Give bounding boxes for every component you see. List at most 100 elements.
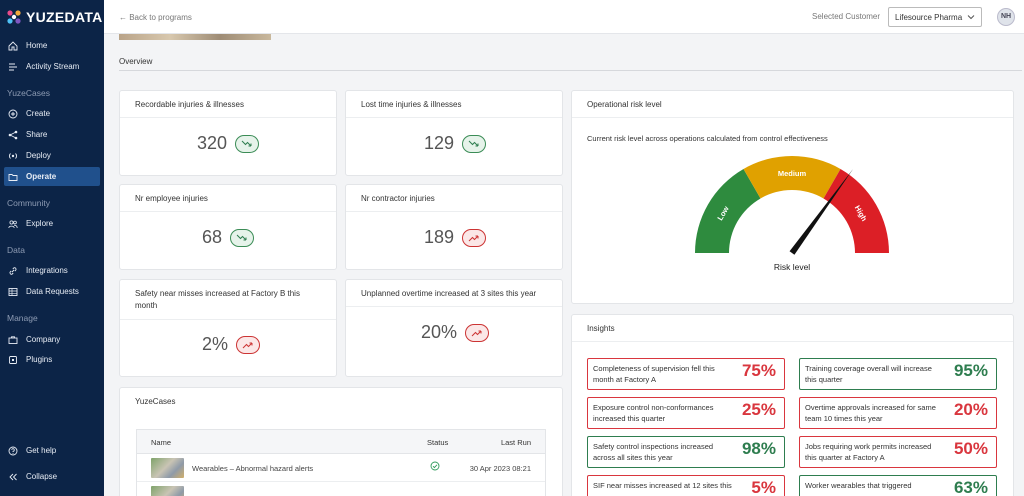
- nav-collapse[interactable]: Collapse: [4, 467, 100, 486]
- gauge-needle: [789, 168, 854, 255]
- nav-operate[interactable]: Operate: [4, 167, 100, 186]
- topbar: ← Back to programs Selected Customer Lif…: [104, 0, 1024, 34]
- metric-title: Lost time injuries & illnesses: [361, 100, 462, 109]
- gauge-caption: Risk level: [774, 262, 810, 272]
- insight-item[interactable]: Training coverage overall will increase …: [799, 358, 997, 390]
- broadcast-icon: [7, 150, 18, 161]
- risk-gauge: Low Medium High Risk level: [695, 156, 889, 272]
- metric-card-overtime: Unplanned overtime increased at 3 sites …: [345, 279, 563, 377]
- table-header: Name Status Last Run: [137, 430, 545, 454]
- risk-level-card: Operational risk level Current risk leve…: [571, 90, 1014, 304]
- yuzecases-table: Name Status Last Run Wearables – Abnorma…: [136, 429, 546, 496]
- main-content: Overview Recordable injuries & illnesses…: [104, 34, 1024, 496]
- insight-item[interactable]: Safety control inspections increased acr…: [587, 436, 785, 468]
- gauge-segment-low: [695, 168, 761, 253]
- metric-title: Nr employee injuries: [135, 194, 208, 203]
- nav-deploy[interactable]: Deploy: [4, 146, 100, 165]
- usecase-thumbnail: [151, 458, 184, 478]
- back-to-programs-link[interactable]: ← Back to programs: [119, 13, 192, 22]
- metric-title: Safety near misses increased at Factory …: [135, 289, 300, 310]
- gauge-segment-medium: [743, 156, 841, 199]
- trend-up-icon: [462, 228, 487, 247]
- nav-label: Create: [26, 109, 51, 118]
- yuzecases-card: YuzeCases Name Status Last Run Wearables…: [119, 387, 563, 496]
- nav-label: Integrations: [26, 266, 68, 275]
- selected-customer-label: Selected Customer: [812, 12, 881, 21]
- metric-title: Recordable injuries & illnesses: [135, 100, 244, 109]
- plugin-icon: [7, 354, 18, 365]
- metric-value: 129: [424, 133, 455, 153]
- metric-value: 320: [197, 133, 228, 153]
- nav-label: Collapse: [26, 472, 58, 481]
- logo-text: YUZEDATA: [26, 9, 103, 25]
- folder-icon: [7, 171, 18, 182]
- nav-company[interactable]: Company: [4, 330, 100, 349]
- avatar[interactable]: NH: [997, 8, 1015, 26]
- insight-item[interactable]: Jobs requiring work permits increased th…: [799, 436, 997, 468]
- metric-value: 68: [202, 227, 223, 247]
- sidebar: YUZEDATA Home Activity Stream YuzeCases …: [0, 0, 104, 496]
- risk-description: Current risk level across operations cal…: [587, 134, 828, 143]
- activity-icon: [7, 61, 18, 72]
- nav-section-manage: Manage: [7, 313, 38, 323]
- nav-explore[interactable]: Explore: [4, 214, 100, 233]
- nav-label: Get help: [26, 446, 57, 455]
- program-banner-image: [119, 34, 271, 40]
- plus-circle-icon: [7, 108, 18, 119]
- customer-select-value: Lifesource Pharma: [895, 13, 963, 22]
- metric-card-employee: Nr employee injuries 68: [119, 184, 337, 270]
- metric-value: 20%: [421, 322, 458, 342]
- nav-label: Plugins: [26, 355, 53, 364]
- insight-item[interactable]: Overtime approvals increased for same te…: [799, 397, 997, 429]
- nav-label: Home: [26, 41, 48, 50]
- logo[interactable]: YUZEDATA: [6, 8, 103, 26]
- column-header-last-run[interactable]: Last Run: [500, 438, 531, 447]
- nav-activity-stream[interactable]: Activity Stream: [4, 57, 100, 76]
- briefcase-icon: [7, 334, 18, 345]
- usecase-last-run: 30 Apr 2023 08:21: [469, 464, 531, 473]
- nav-label: Explore: [26, 219, 54, 228]
- customer-select[interactable]: Lifesource Pharma: [888, 7, 982, 27]
- nav-data-requests[interactable]: Data Requests: [4, 282, 100, 301]
- insight-item[interactable]: Exposure control non-conformances increa…: [587, 397, 785, 429]
- nav-plugins[interactable]: Plugins: [4, 350, 100, 369]
- usecase-thumbnail: [151, 486, 184, 496]
- metric-card-recordable: Recordable injuries & illnesses 320: [119, 90, 337, 176]
- trend-down-icon: [235, 134, 260, 153]
- insights-card: Insights Completeness of supervision fel…: [571, 314, 1014, 496]
- insight-item[interactable]: Worker wearables that triggered 63%: [799, 475, 997, 496]
- link-icon: [7, 265, 18, 276]
- table-icon: [7, 286, 18, 297]
- nav-label: Deploy: [26, 151, 51, 160]
- double-chevron-left-icon: [7, 471, 18, 482]
- nav-section-community: Community: [7, 198, 50, 208]
- column-header-status[interactable]: Status: [427, 438, 449, 447]
- nav-label: Share: [26, 130, 48, 139]
- nav-label: Operate: [26, 172, 57, 181]
- overview-divider: [119, 70, 1022, 71]
- insight-item[interactable]: Completeness of supervision fell this mo…: [587, 358, 785, 390]
- column-header-name[interactable]: Name: [151, 438, 172, 447]
- nav-integrations[interactable]: Integrations: [4, 261, 100, 280]
- trend-up-icon: [236, 335, 261, 354]
- insight-item[interactable]: SIF near misses increased at 12 sites th…: [587, 475, 785, 496]
- share-icon: [7, 129, 18, 140]
- metric-card-near-misses: Safety near misses increased at Factory …: [119, 279, 337, 377]
- metric-value: 2%: [202, 334, 229, 354]
- logo-mark-icon: [7, 10, 21, 24]
- nav-create[interactable]: Create: [4, 104, 100, 123]
- chevron-down-icon: [967, 13, 975, 23]
- metric-card-lost-time: Lost time injuries & illnesses 129: [345, 90, 563, 176]
- nav-label: Data Requests: [26, 287, 79, 296]
- trend-down-icon: [462, 134, 487, 153]
- table-row[interactable]: [137, 482, 545, 496]
- nav-home[interactable]: Home: [4, 36, 100, 55]
- status-check-icon: [430, 461, 440, 473]
- nav-section-data: Data: [7, 245, 25, 255]
- yuzecases-title: YuzeCases: [135, 397, 176, 406]
- nav-share[interactable]: Share: [4, 125, 100, 144]
- nav-get-help[interactable]: Get help: [4, 441, 100, 460]
- trend-down-icon: [230, 228, 255, 247]
- overview-title: Overview: [119, 57, 153, 66]
- table-row[interactable]: Wearables – Abnormal hazard alerts 30 Ap…: [137, 454, 545, 482]
